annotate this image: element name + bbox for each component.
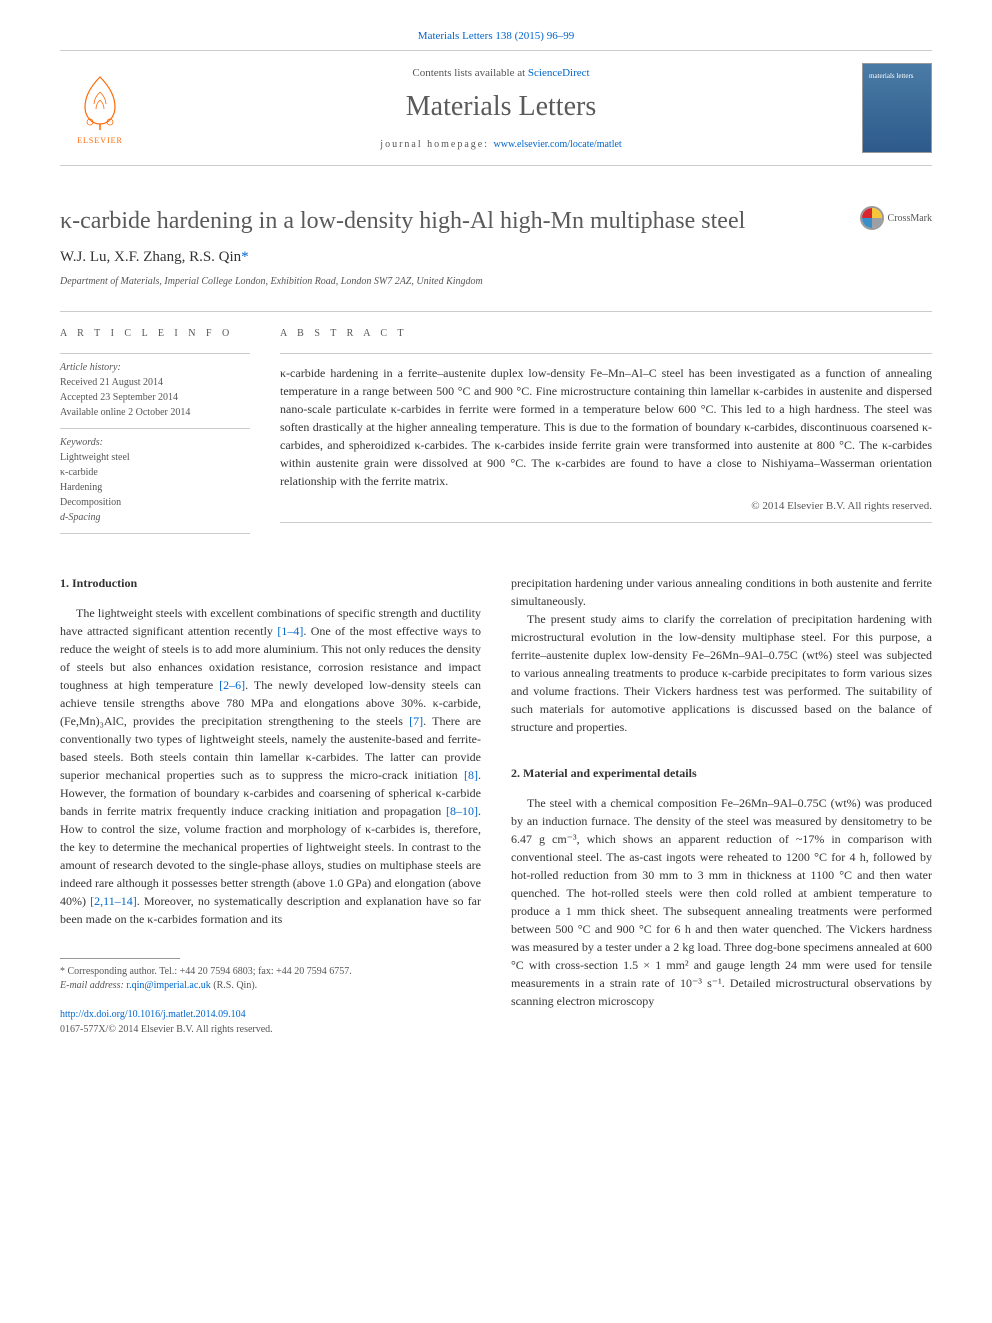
issn-copyright: 0167-577X/© 2014 Elsevier B.V. All right…: [60, 1022, 481, 1037]
elsevier-label: ELSEVIER: [77, 136, 123, 145]
intro-paragraph-2: The present study aims to clarify the co…: [511, 610, 932, 736]
footnote-separator: [60, 958, 180, 959]
homepage-line: journal homepage: www.elsevier.com/locat…: [140, 139, 862, 150]
article-title: κ-carbide hardening in a low-density hig…: [60, 206, 840, 237]
ref-link[interactable]: [2,11–14]: [90, 894, 137, 908]
abstract-copyright: © 2014 Elsevier B.V. All rights reserved…: [280, 500, 932, 523]
methods-paragraph-1: The steel with a chemical composition Fe…: [511, 794, 932, 1010]
keyword: Hardening: [60, 480, 250, 495]
email-label: E-mail address:: [60, 980, 126, 991]
affiliation: Department of Materials, Imperial Colleg…: [60, 276, 932, 287]
corresponding-asterisk: *: [241, 249, 249, 265]
section-1-heading: 1. Introduction: [60, 574, 481, 592]
journal-header: ELSEVIER Contents lists available at Sci…: [60, 50, 932, 166]
email-link[interactable]: r.qin@imperial.ac.uk: [126, 980, 210, 991]
abstract-text: κ-carbide hardening in a ferrite–austeni…: [280, 353, 932, 490]
contents-prefix: Contents lists available at: [412, 67, 527, 79]
abstract-column: A B S T R A C T κ-carbide hardening in a…: [280, 328, 932, 534]
homepage-link[interactable]: www.elsevier.com/locate/matlet: [494, 139, 622, 150]
journal-reference: Materials Letters 138 (2015) 96–99: [60, 30, 932, 42]
corresponding-footnote: * Corresponding author. Tel.: +44 20 759…: [60, 965, 481, 979]
keyword: d-Spacing: [60, 510, 250, 525]
sciencedirect-link[interactable]: ScienceDirect: [528, 67, 590, 79]
divider: [60, 311, 932, 312]
received-date: Received 21 August 2014: [60, 375, 250, 390]
body-two-column: 1. Introduction The lightweight steels w…: [60, 574, 932, 1037]
crossmark-badge[interactable]: CrossMark: [860, 206, 932, 230]
homepage-prefix: journal homepage:: [380, 139, 493, 150]
online-date: Available online 2 October 2014: [60, 405, 250, 420]
accepted-date: Accepted 23 September 2014: [60, 390, 250, 405]
keyword: Decomposition: [60, 495, 250, 510]
cover-label: materials letters: [869, 72, 914, 80]
ref-link[interactable]: [8–10]: [446, 804, 478, 818]
email-suffix: (R.S. Qin).: [211, 980, 257, 991]
crossmark-label: CrossMark: [888, 213, 932, 224]
intro-continuation: precipitation hardening under various an…: [511, 574, 932, 610]
authors: W.J. Lu, X.F. Zhang, R.S. Qin*: [60, 249, 932, 266]
text: . How to control the size, volume fracti…: [60, 804, 481, 908]
crossmark-icon: [860, 206, 884, 230]
keywords-label: Keywords:: [60, 437, 250, 448]
article-info-heading: A R T I C L E I N F O: [60, 328, 250, 339]
journal-cover-thumbnail: materials letters: [862, 63, 932, 153]
ref-link[interactable]: [8]: [464, 768, 478, 782]
elsevier-logo: ELSEVIER: [60, 63, 140, 153]
section-2-heading: 2. Material and experimental details: [511, 764, 932, 782]
author-names: W.J. Lu, X.F. Zhang, R.S. Qin: [60, 249, 241, 265]
article-info-sidebar: A R T I C L E I N F O Article history: R…: [60, 328, 250, 534]
ref-link[interactable]: [7]: [409, 714, 423, 728]
journal-title: Materials Letters: [140, 91, 862, 123]
abstract-heading: A B S T R A C T: [280, 328, 932, 339]
contents-line: Contents lists available at ScienceDirec…: [140, 67, 862, 79]
doi-link[interactable]: http://dx.doi.org/10.1016/j.matlet.2014.…: [60, 1007, 481, 1022]
email-footnote: E-mail address: r.qin@imperial.ac.uk (R.…: [60, 979, 481, 993]
ref-link[interactable]: [2–6]: [219, 678, 245, 692]
ref-link[interactable]: [1–4]: [277, 624, 303, 638]
elsevier-tree-icon: [70, 72, 130, 132]
keyword: κ-carbide: [60, 465, 250, 480]
keyword: Lightweight steel: [60, 450, 250, 465]
left-column: 1. Introduction The lightweight steels w…: [60, 574, 481, 1037]
intro-paragraph-1: The lightweight steels with excellent co…: [60, 604, 481, 928]
right-column: precipitation hardening under various an…: [511, 574, 932, 1037]
history-label: Article history:: [60, 362, 250, 373]
